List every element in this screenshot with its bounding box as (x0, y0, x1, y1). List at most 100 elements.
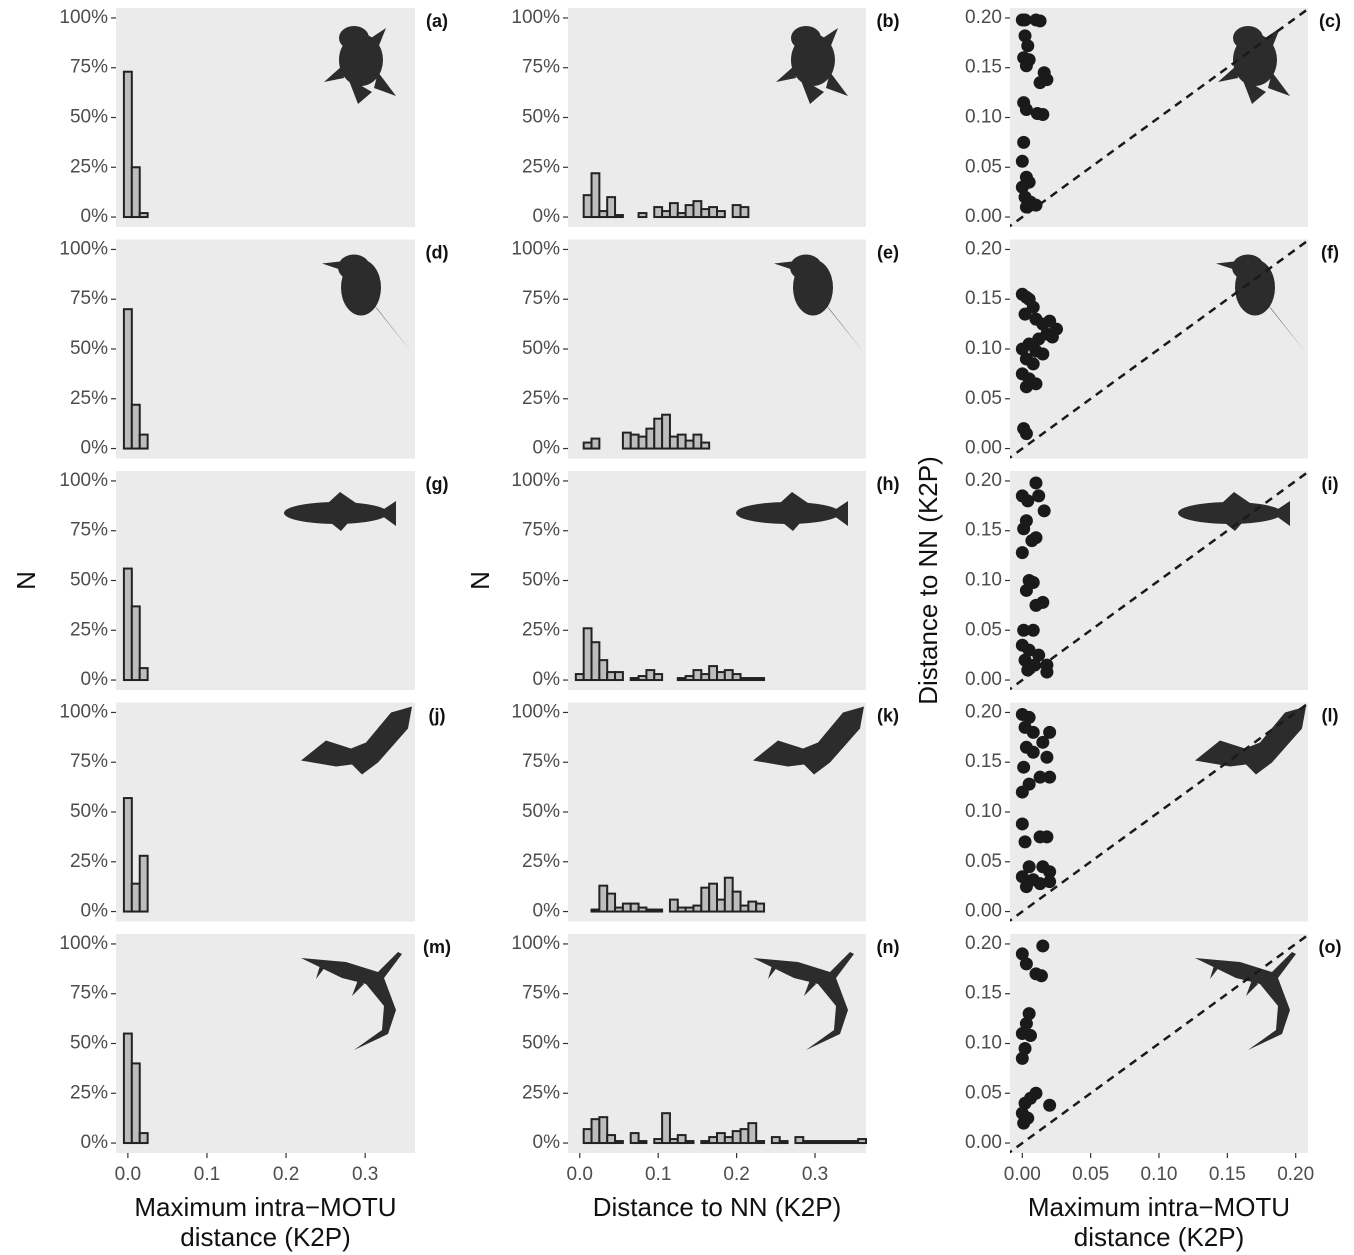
bar (725, 878, 733, 912)
point (1020, 957, 1033, 970)
bar (678, 1135, 686, 1143)
x-tick-label: 0.2 (723, 1164, 749, 1185)
panel-label: (h) (877, 474, 900, 494)
bar (654, 1139, 662, 1143)
panel-label: (n) (877, 937, 900, 957)
x-tick-label: 0.10 (1141, 1164, 1178, 1185)
bar (748, 902, 756, 912)
bar (686, 676, 694, 680)
bar (140, 668, 148, 680)
panel-label: (k) (877, 705, 899, 725)
bar (124, 72, 132, 217)
bar (639, 908, 647, 912)
y-tick-label: 0% (81, 669, 109, 690)
point (1040, 666, 1053, 679)
y-tick-label: 0.15 (965, 57, 1002, 78)
y-tick-label: 0.20 (965, 238, 1002, 259)
y-tick-label: 0% (81, 206, 109, 227)
y-tick-label: 0.00 (965, 438, 1002, 459)
x-tick-label: 0.0 (115, 1164, 141, 1185)
x-axis-label: Maximum intra−MOTU (134, 1192, 396, 1222)
y-tick-label: 75% (522, 751, 560, 772)
y-tick-label: 75% (70, 57, 108, 78)
bar (599, 1117, 607, 1143)
bar (132, 167, 140, 217)
bar (842, 1141, 850, 1143)
y-tick-label: 75% (70, 520, 108, 541)
panel-label: (f) (1321, 242, 1339, 262)
bar (670, 437, 678, 449)
bar (701, 209, 709, 217)
bar (654, 207, 662, 217)
point (1016, 786, 1029, 799)
bar (693, 670, 701, 680)
bar (592, 173, 600, 217)
y-tick-label: 100% (59, 238, 108, 259)
y-tick-label: 100% (59, 701, 108, 722)
silhouette (339, 26, 369, 50)
y-tick-label: 25% (70, 156, 108, 177)
bar (140, 856, 148, 912)
bar (693, 435, 701, 449)
bar (827, 1141, 835, 1143)
y-tick-label: 25% (522, 156, 560, 177)
bar (756, 904, 764, 912)
panel-background (116, 471, 415, 690)
y-tick-label: 100% (511, 470, 560, 491)
bar (733, 205, 741, 217)
x-tick-label: 0.1 (645, 1164, 671, 1185)
bar (615, 1141, 623, 1143)
y-tick-label: 0% (533, 1132, 561, 1153)
point (1019, 835, 1032, 848)
y-tick-label: 0.20 (965, 933, 1002, 954)
point (1020, 59, 1033, 72)
bar (686, 1141, 694, 1143)
bar (639, 676, 647, 680)
point (1021, 39, 1034, 52)
y-tick-label: 100% (511, 7, 560, 28)
y-tick-label: 0.10 (965, 1033, 1002, 1054)
point (1017, 136, 1030, 149)
point (1027, 746, 1040, 759)
bar (741, 207, 749, 217)
x-tick-label: 0.20 (1277, 1164, 1314, 1185)
point (1027, 624, 1040, 637)
x-axis-label: Distance to NN (K2P) (593, 1192, 842, 1222)
panel-label: (e) (877, 242, 899, 262)
bar (607, 894, 615, 912)
bar (654, 419, 662, 449)
page: {"chart_data": [ {"type": "histogram", "… (0, 0, 1354, 1255)
y-tick-label: 0.10 (965, 338, 1002, 359)
point (1036, 939, 1049, 952)
panel-label: (j) (429, 705, 446, 725)
point (1020, 584, 1033, 597)
bar (693, 201, 701, 217)
bar (654, 674, 662, 680)
point (1024, 1029, 1037, 1042)
point (1027, 726, 1040, 739)
point (1036, 347, 1049, 360)
bar (662, 211, 670, 217)
bar (646, 429, 654, 449)
bar (615, 215, 623, 217)
bar (701, 443, 709, 449)
y-tick-label: 0.10 (965, 801, 1002, 822)
y-tick-label: 0% (533, 901, 561, 922)
y-tick-label: 0.15 (965, 983, 1002, 1004)
bar (811, 1141, 819, 1143)
y-tick-label: 75% (70, 751, 108, 772)
y-tick-label: 25% (522, 1082, 560, 1103)
y-tick-label: 75% (70, 983, 108, 1004)
y-tick-label: 0.00 (965, 1132, 1002, 1153)
bar (686, 908, 694, 912)
point (1020, 880, 1033, 893)
y-tick-label: 0.00 (965, 901, 1002, 922)
bar (646, 670, 654, 680)
point (1029, 599, 1042, 612)
silhouette (791, 26, 821, 50)
y-tick-label: 75% (70, 288, 108, 309)
bar (639, 437, 647, 449)
bar (701, 674, 709, 680)
point (1032, 489, 1045, 502)
bar (584, 443, 592, 449)
